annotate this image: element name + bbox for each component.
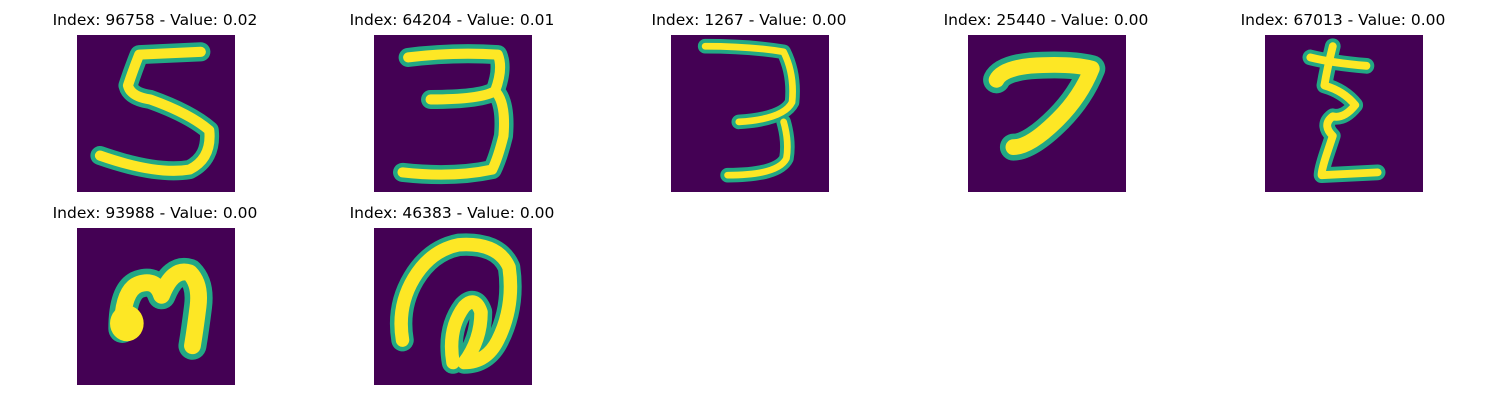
panel-title: Index: 67013 - Value: 0.00 <box>1240 11 1446 29</box>
digit-loop-glyph <box>389 233 522 374</box>
panel-7: Index: 46383 - Value: 0.00 <box>297 193 597 385</box>
panel-title: Index: 93988 - Value: 0.00 <box>52 204 258 222</box>
digit-3-glyph <box>393 44 514 185</box>
panel-title: Index: 96758 - Value: 0.02 <box>52 11 258 29</box>
panel-5: Index: 67013 - Value: 0.00 <box>1188 0 1488 192</box>
digit-image <box>1265 35 1423 192</box>
digit-image <box>374 228 532 385</box>
panel-6: Index: 93988 - Value: 0.00 <box>0 193 300 385</box>
digit-z-like-glyph <box>1302 38 1386 184</box>
panel-title: Index: 25440 - Value: 0.00 <box>943 11 1149 29</box>
digit-image <box>77 35 235 192</box>
panel-3: Index: 1267 - Value: 0.00 <box>594 0 894 192</box>
digit-3-thin-glyph <box>697 38 800 183</box>
panel-title: Index: 1267 - Value: 0.00 <box>651 11 847 29</box>
digit-image <box>77 228 235 385</box>
panel-2: Index: 64204 - Value: 0.01 <box>297 0 597 192</box>
digit-7-glyph <box>983 51 1106 161</box>
digit-image <box>968 35 1126 192</box>
panel-4: Index: 25440 - Value: 0.00 <box>891 0 1191 192</box>
digit-image <box>671 35 829 192</box>
digit-image <box>374 35 532 192</box>
digit-n-like-glyph <box>108 257 213 360</box>
panel-title: Index: 46383 - Value: 0.00 <box>349 204 555 222</box>
panel-1: Index: 96758 - Value: 0.02 <box>0 0 300 192</box>
panel-title: Index: 64204 - Value: 0.01 <box>349 11 555 29</box>
digit-5-glyph <box>90 42 220 181</box>
